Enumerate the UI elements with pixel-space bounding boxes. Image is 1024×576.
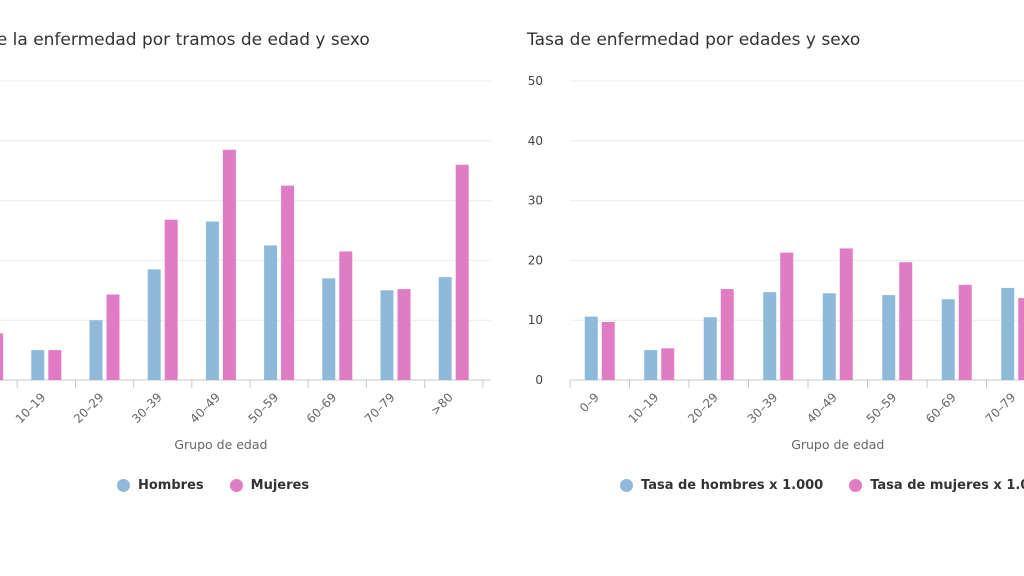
- right-xtick-label: 50–59: [864, 390, 900, 426]
- right-bar-men: [882, 295, 896, 380]
- legend-label-tasa-hombres: Tasa de hombres x 1.000: [641, 478, 824, 493]
- left-bar-men: [322, 278, 336, 380]
- left-xtick-label: 40–49: [187, 390, 223, 426]
- left-xaxis-title: Grupo de edad: [174, 437, 267, 452]
- chart-left-svg: 0–910–1920–2930–3940–4950–5960–6970–79>8…: [0, 80, 491, 452]
- right-xtick-label: 0–9: [577, 390, 602, 415]
- right-bar-women: [958, 284, 972, 380]
- legend-item-tasa-mujeres[interactable]: Tasa de mujeres x 1.000: [849, 478, 1024, 493]
- right-xtick-label: 40–49: [804, 390, 840, 426]
- left-xtick-label: 60–69: [304, 390, 340, 426]
- right-bar-women: [839, 248, 853, 380]
- legend-label-tasa-mujeres: Tasa de mujeres x 1.000: [870, 478, 1024, 493]
- chart-left-legend: Hombres Mujeres: [117, 478, 309, 493]
- right-ytick-label: 10: [528, 313, 543, 327]
- chart-right-svg: 0 10 20 30 40 50 0–9 10–19 20–29 30–39 40–49 50–59 6…: [528, 74, 1024, 452]
- left-xtick-label: 30–39: [129, 390, 165, 426]
- left-xtick-label: 70–79: [362, 390, 398, 426]
- left-bar-men: [264, 245, 278, 380]
- right-ytick-label: 20: [528, 253, 543, 267]
- legend-swatch-hombres: [117, 479, 130, 492]
- left-bar-women: [222, 149, 236, 380]
- right-bar-women: [601, 321, 615, 380]
- legend-swatch-tasa-hombres: [620, 479, 633, 492]
- left-xtick-label: 50–59: [245, 390, 281, 426]
- left-bar-men: [205, 221, 219, 380]
- right-bar-women: [661, 348, 675, 380]
- legend-item-tasa-hombres[interactable]: Tasa de hombres x 1.000: [620, 478, 823, 493]
- right-bar-women: [1018, 298, 1024, 380]
- right-xtick-label: 10–19: [626, 390, 662, 426]
- left-xtick-label: 10–19: [13, 390, 49, 426]
- right-ytick-label: 0: [535, 373, 543, 387]
- left-bar-women: [106, 294, 120, 380]
- right-xtick-label: 20–29: [685, 390, 721, 426]
- left-bar-women: [281, 185, 295, 380]
- left-bar-men: [147, 269, 161, 380]
- left-bar-women: [455, 164, 469, 380]
- left-xtick-label: >80: [428, 390, 456, 418]
- left-bar-women: [0, 333, 4, 380]
- left-bar-women: [164, 219, 178, 380]
- legend-label-mujeres: Mujeres: [250, 478, 310, 493]
- left-bar-women: [48, 350, 62, 380]
- right-bar-men: [941, 299, 955, 380]
- right-bar-men: [703, 317, 717, 380]
- right-bar-men: [822, 293, 836, 380]
- right-ytick-label: 40: [528, 134, 543, 148]
- right-bar-women: [720, 289, 734, 380]
- right-xtick-label: 30–39: [745, 390, 781, 426]
- chart-right-title: Tasa de enfermedad por edades y sexo: [527, 30, 861, 50]
- right-bar-men: [1001, 287, 1015, 380]
- right-bar-women: [899, 262, 913, 380]
- right-xtick-label: 60–69: [923, 390, 959, 426]
- left-bar-men: [380, 290, 394, 380]
- left-xtick-label: 20–29: [71, 390, 107, 426]
- legend-item-hombres[interactable]: Hombres: [117, 478, 204, 493]
- legend-item-mujeres[interactable]: Mujeres: [229, 478, 310, 493]
- left-bar-women: [397, 289, 411, 380]
- right-ytick-label: 50: [528, 74, 543, 88]
- chart-panel-right: 0 10 20 30 40 50 0–9 10–19 20–29 30–39 40–49 50–59 6…: [508, 0, 1024, 576]
- right-xtick-label: 70–79: [983, 390, 1019, 426]
- left-bar-men: [31, 350, 45, 380]
- chart-right-legend: Tasa de hombres x 1.000 Tasa de mujeres …: [620, 478, 1024, 493]
- legend-label-hombres: Hombres: [138, 478, 204, 493]
- right-bar-men: [644, 350, 658, 380]
- right-xaxis-title: Grupo de edad: [791, 437, 884, 452]
- chart-panel-left: 0–910–1920–2930–3940–4950–5960–6970–79>8…: [0, 0, 500, 576]
- right-bar-women: [780, 252, 794, 380]
- legend-swatch-tasa-mujeres: [849, 479, 863, 492]
- left-bar-men: [89, 320, 103, 380]
- right-bar-men: [584, 316, 598, 380]
- left-bar-women: [339, 251, 353, 380]
- right-ytick-label: 30: [528, 194, 543, 208]
- legend-swatch-mujeres: [229, 479, 243, 492]
- left-bar-men: [438, 277, 452, 380]
- right-bar-men: [763, 292, 777, 380]
- chart-left-title: de la enfermedad por tramos de edad y se…: [0, 30, 370, 50]
